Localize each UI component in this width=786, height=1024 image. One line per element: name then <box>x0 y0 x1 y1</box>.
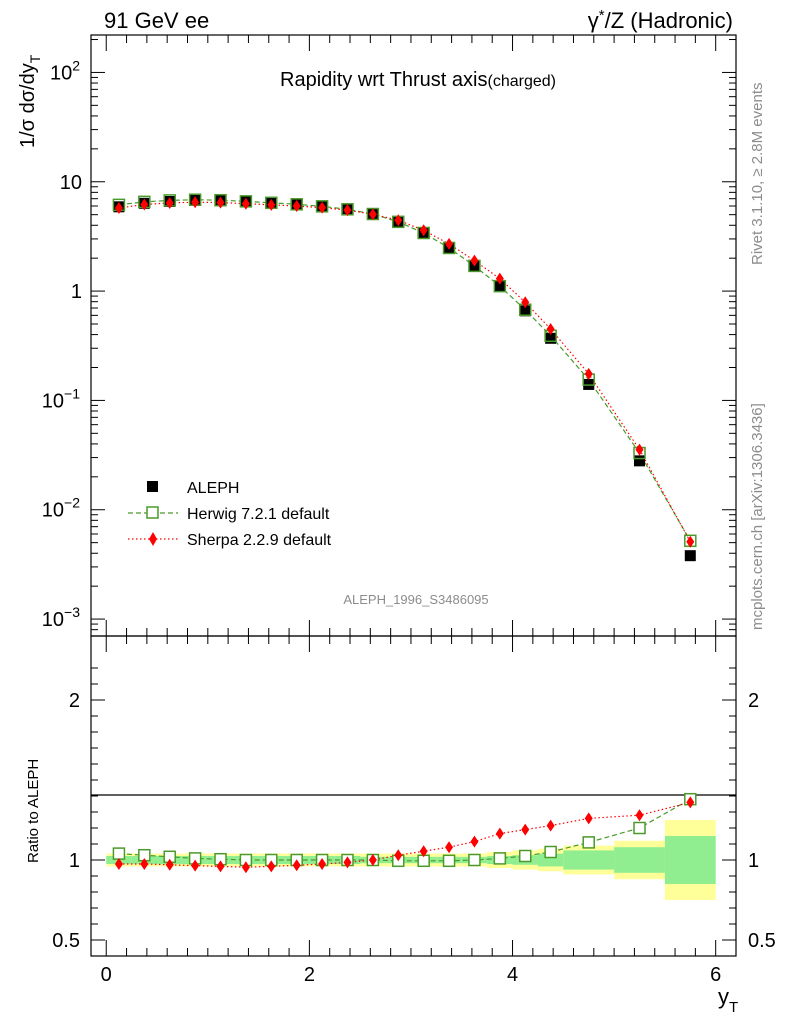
ratio-y-tick-label-right: 1 <box>748 850 759 872</box>
plot-title: Rapidity wrt Thrust axis(charged) <box>280 69 556 91</box>
sherpa-line <box>118 201 691 542</box>
ratio-y-tick-label-left: 2 <box>69 690 80 712</box>
legend-herwig-marker <box>146 506 159 519</box>
ratio-sherpa-point <box>635 809 644 822</box>
sherpa-point <box>191 196 200 209</box>
ratio-sherpa-point <box>394 849 403 862</box>
ratio-sherpa-point <box>546 819 555 832</box>
sherpa-point <box>470 254 479 267</box>
ratio-inner-band <box>664 836 716 884</box>
sherpa-point <box>686 535 695 548</box>
legend-herwig-label: Herwig 7.2.1 default <box>187 506 330 523</box>
x-axis-label: yT <box>718 984 738 1016</box>
ratio-herwig-point <box>468 853 481 867</box>
sherpa-point <box>165 196 174 209</box>
sherpa-point <box>267 198 276 211</box>
x-tick-label: 0 <box>101 964 112 986</box>
sherpa-point <box>368 208 377 221</box>
y-tick-label: 10−2 <box>42 495 80 522</box>
ratio-inner-band <box>537 853 564 867</box>
ratio-herwig-line <box>118 798 691 862</box>
x-tick-label: 2 <box>304 964 315 986</box>
ratio-sherpa-point <box>686 796 695 809</box>
ratio-frame <box>90 635 737 957</box>
ratio-herwig-point <box>518 849 532 863</box>
x-tick-label: 4 <box>507 964 518 986</box>
legend-sherpa-marker <box>149 532 157 546</box>
herwig-line <box>118 199 691 542</box>
y-tick-label: 1 <box>71 281 82 303</box>
y-tick-label: 10−1 <box>42 385 80 412</box>
y-tick-label: 102 <box>50 57 80 84</box>
legend-aleph-label: ALEPH <box>187 480 239 497</box>
y-tick-label: 10 <box>60 172 82 194</box>
ratio-sherpa-point <box>216 860 225 873</box>
sherpa-point <box>343 204 352 217</box>
sherpa-point <box>419 224 428 237</box>
ratio-sherpa-point <box>584 812 593 825</box>
y-axis-label: 1/σ dσ/dyT <box>17 54 43 148</box>
ratio-y-tick-label-left: 0.5 <box>52 930 80 952</box>
ratio-sherpa-point <box>292 859 301 872</box>
ratio-sherpa-line <box>118 801 691 868</box>
ratio-herwig-point <box>544 845 557 859</box>
mcplots-label: mcplots.cern.ch [arXiv:1306.3436] <box>749 403 766 630</box>
legend-sherpa-label: Sherpa 2.2.9 default <box>187 532 332 549</box>
ratio-sherpa-point <box>241 861 250 874</box>
aleph-point <box>545 332 557 344</box>
ratio-inner-band <box>563 850 615 870</box>
aleph-point <box>684 550 696 562</box>
ratio-inner-band <box>614 847 665 873</box>
main-panel: Rapidity wrt Thrust axis(charged) ALEPH_… <box>17 34 737 637</box>
ratio-herwig-point <box>442 854 456 868</box>
ratio-sherpa-point <box>318 858 327 870</box>
ratio-y-tick-label-right: 2 <box>748 690 759 712</box>
sherpa-point <box>445 237 454 250</box>
sherpa-point <box>546 323 555 336</box>
legend: ALEPH Herwig 7.2.1 default Sherpa 2.2.9 … <box>128 480 332 549</box>
ratio-sherpa-point <box>521 823 530 836</box>
ratio-panel: Ratio to ALEPH 0.5 0.5 1 1 2 2 0 2 4 6 yT <box>25 635 776 1016</box>
ratio-sherpa-point <box>419 845 428 858</box>
ratio-sherpa-point <box>140 858 149 870</box>
sherpa-point <box>495 272 504 285</box>
x-tick-label: 6 <box>710 964 721 986</box>
ratio-sherpa-point <box>343 856 352 869</box>
ratio-sherpa-point <box>495 827 504 840</box>
ratio-sherpa-point <box>470 835 479 848</box>
ratio-y-tick-label-right: 0.5 <box>748 930 776 952</box>
ratio-sherpa-point <box>368 854 377 866</box>
ratio-sherpa-point <box>165 858 174 871</box>
sherpa-point <box>635 443 644 456</box>
sherpa-point <box>521 296 530 309</box>
sherpa-point <box>114 202 123 215</box>
ratio-y-axis-label: Ratio to ALEPH <box>25 759 42 863</box>
ratio-sherpa-point <box>445 841 454 854</box>
sherpa-point <box>394 214 403 227</box>
ratio-herwig-point <box>112 847 126 860</box>
sherpa-point <box>241 197 250 210</box>
process-label: γ*/Z (Hadronic) <box>588 7 733 33</box>
rivet-version-label: Rivet 3.1.10, ≥ 2.8M events <box>749 83 766 266</box>
aleph-point <box>494 281 506 293</box>
sherpa-point <box>216 196 225 209</box>
y-tick-label: 10−3 <box>42 604 80 631</box>
ratio-herwig-point <box>633 821 646 835</box>
legend-aleph-marker <box>147 481 158 492</box>
sherpa-point <box>584 367 593 380</box>
sherpa-point <box>292 200 301 213</box>
aleph-point <box>634 455 646 467</box>
energy-label: 91 GeV ee <box>104 8 209 33</box>
sherpa-point <box>318 201 327 214</box>
ratio-y-tick-label-left: 1 <box>69 850 80 872</box>
aleph-point <box>519 305 531 317</box>
ratio-sherpa-point <box>114 858 123 870</box>
ratio-herwig-point <box>582 836 595 849</box>
ratio-herwig-point <box>493 852 507 865</box>
ratio-sherpa-point <box>267 860 276 873</box>
analysis-id: ALEPH_1996_S3486095 <box>343 592 488 607</box>
ratio-sherpa-point <box>191 859 200 872</box>
sherpa-point <box>140 198 149 211</box>
